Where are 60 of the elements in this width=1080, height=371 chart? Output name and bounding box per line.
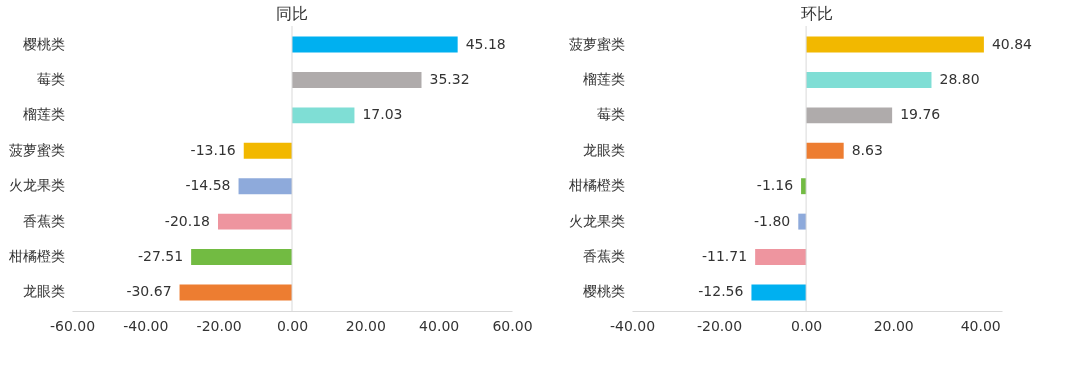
y-tick-label: 莓类 xyxy=(36,70,65,87)
x-tick-label: 20.00 xyxy=(345,317,386,334)
data-label: -27.51 xyxy=(137,248,184,265)
data-label: 28.80 xyxy=(939,70,980,87)
x-tick-label: 60.00 xyxy=(492,317,533,334)
x-tick-label: -20.00 xyxy=(696,317,743,334)
data-label: 17.03 xyxy=(362,106,403,123)
bar xyxy=(806,72,932,88)
y-tick-label: 菠萝蜜类 xyxy=(568,35,625,52)
y-tick-label: 樱桃类 xyxy=(582,283,625,300)
y-tick-label: 柑橘橙类 xyxy=(7,248,65,265)
bar xyxy=(243,142,292,159)
bar xyxy=(292,107,355,124)
data-label: -30.67 xyxy=(126,283,172,300)
y-tick-label: 榴莲类 xyxy=(22,106,65,123)
chart-title: 环比 xyxy=(801,3,833,23)
data-label: -14.58 xyxy=(185,177,231,194)
x-tick-label: 20.00 xyxy=(873,317,914,334)
data-label: 45.18 xyxy=(465,35,506,52)
y-tick-label: 龙眼类 xyxy=(22,283,65,300)
y-tick-label: 柑橘橙类 xyxy=(567,177,625,194)
bar xyxy=(806,36,984,53)
y-tick-label: 樱桃类 xyxy=(22,35,65,52)
bar xyxy=(191,249,292,265)
y-tick-label: 火龙果类 xyxy=(568,212,625,229)
bar xyxy=(292,72,422,88)
data-label: 19.76 xyxy=(900,106,941,123)
data-label: 35.32 xyxy=(429,70,470,87)
bar xyxy=(292,36,458,53)
data-label: -12.56 xyxy=(698,283,744,300)
x-tick-label: 40.00 xyxy=(419,317,460,334)
x-tick-label: 40.00 xyxy=(960,317,1001,334)
chart-title: 同比 xyxy=(276,3,308,23)
bar xyxy=(806,107,893,124)
data-label: 40.84 xyxy=(991,35,1033,52)
y-tick-label: 火龙果类 xyxy=(8,177,65,194)
bar xyxy=(238,178,292,195)
data-label: -20.18 xyxy=(164,212,211,229)
x-tick-label: 0.00 xyxy=(276,317,309,334)
y-tick-label: 莓类 xyxy=(596,106,625,123)
bar xyxy=(218,213,292,230)
bar xyxy=(806,142,844,159)
y-tick-label: 榴莲类 xyxy=(582,70,625,87)
y-tick-label: 龙眼类 xyxy=(582,141,625,158)
x-tick-label: -40.00 xyxy=(123,317,169,334)
data-label: 8.63 xyxy=(851,141,883,158)
x-tick-label: 0.00 xyxy=(791,317,823,334)
y-tick-label: 香蕉类 xyxy=(22,212,65,229)
bar xyxy=(179,284,292,301)
data-label: -11.71 xyxy=(702,248,748,265)
x-tick-label: -60.00 xyxy=(49,317,96,334)
y-tick-label: 香蕉类 xyxy=(582,248,625,265)
data-label: -13.16 xyxy=(190,141,236,158)
x-tick-label: -40.00 xyxy=(609,317,656,334)
y-tick-label: 菠萝蜜类 xyxy=(8,141,65,158)
bar xyxy=(755,249,807,265)
data-label: -1.80 xyxy=(754,212,791,229)
bar xyxy=(751,284,807,301)
data-label: -1.16 xyxy=(756,177,794,194)
x-tick-label: -20.00 xyxy=(196,317,242,334)
